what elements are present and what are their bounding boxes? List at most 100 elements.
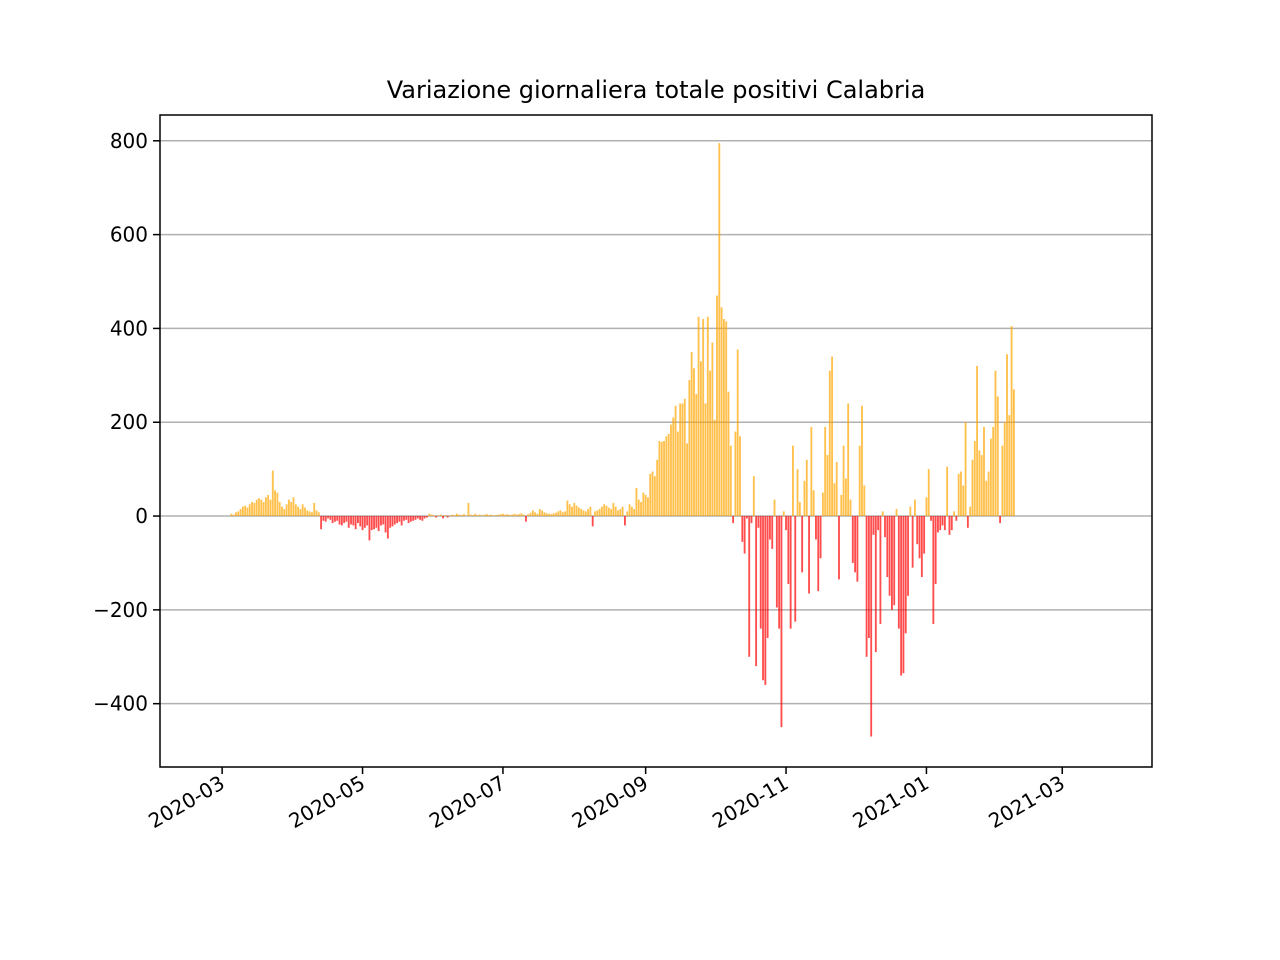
bar bbox=[649, 473, 652, 517]
bar bbox=[831, 356, 833, 517]
bar bbox=[1010, 326, 1013, 517]
bar bbox=[469, 514, 472, 517]
bar bbox=[704, 403, 707, 517]
bar bbox=[414, 516, 417, 520]
bar bbox=[838, 516, 840, 580]
bar bbox=[331, 516, 334, 524]
bar bbox=[412, 516, 415, 521]
bar bbox=[992, 426, 995, 517]
bar bbox=[930, 516, 932, 521]
bar bbox=[923, 516, 926, 554]
bar bbox=[766, 516, 769, 639]
bar bbox=[373, 516, 375, 530]
bar bbox=[957, 473, 960, 517]
bar bbox=[874, 516, 877, 653]
bar bbox=[386, 516, 389, 539]
bar bbox=[934, 516, 937, 585]
bar bbox=[842, 445, 845, 517]
bar bbox=[391, 516, 394, 527]
bar bbox=[398, 516, 401, 522]
bar bbox=[628, 504, 631, 517]
bar bbox=[690, 351, 693, 517]
bar bbox=[393, 516, 396, 525]
bar bbox=[688, 380, 691, 517]
bar bbox=[867, 516, 870, 639]
bar bbox=[499, 514, 502, 517]
bar bbox=[630, 506, 633, 517]
bar bbox=[545, 513, 548, 517]
plot-frame bbox=[159, 114, 1153, 768]
bar bbox=[658, 441, 661, 517]
bar bbox=[764, 516, 767, 685]
bar bbox=[674, 405, 677, 517]
bar bbox=[276, 492, 279, 517]
bar bbox=[893, 516, 896, 606]
bar bbox=[851, 516, 854, 563]
bar bbox=[941, 516, 944, 526]
bar bbox=[559, 510, 562, 517]
bar bbox=[927, 469, 930, 517]
bar bbox=[621, 506, 624, 517]
bar bbox=[283, 509, 286, 517]
bar bbox=[937, 516, 939, 533]
bar bbox=[1006, 354, 1008, 517]
y-tick-label: 600 bbox=[110, 223, 148, 247]
bar bbox=[462, 514, 465, 517]
bar bbox=[571, 506, 573, 517]
bar bbox=[375, 516, 378, 528]
bar bbox=[805, 459, 808, 517]
bar bbox=[771, 516, 774, 549]
bar bbox=[384, 516, 387, 533]
bar bbox=[313, 502, 316, 517]
bar bbox=[453, 515, 456, 517]
bar bbox=[506, 514, 509, 517]
bar bbox=[886, 516, 889, 578]
bar bbox=[960, 471, 962, 517]
bar bbox=[366, 516, 369, 526]
bar bbox=[964, 422, 967, 517]
bar bbox=[594, 511, 596, 517]
bar bbox=[950, 516, 953, 531]
bar bbox=[267, 494, 270, 517]
bar bbox=[274, 490, 276, 517]
bar bbox=[948, 516, 951, 535]
bar bbox=[865, 516, 868, 657]
bar bbox=[750, 516, 753, 524]
bar bbox=[340, 516, 343, 526]
y-tick-label: 0 bbox=[135, 504, 148, 528]
bar bbox=[775, 516, 778, 608]
bar bbox=[338, 516, 341, 525]
bar bbox=[709, 370, 712, 517]
bar bbox=[642, 492, 645, 517]
bar bbox=[1012, 389, 1015, 517]
bar bbox=[264, 497, 267, 517]
bar bbox=[437, 515, 440, 517]
y-axis: 800 600 400 200 0 −200 −400 bbox=[93, 129, 160, 716]
bar bbox=[778, 516, 781, 629]
bar bbox=[485, 514, 488, 517]
bar bbox=[884, 516, 886, 538]
bar bbox=[725, 321, 728, 517]
bar bbox=[821, 492, 824, 517]
bar bbox=[548, 513, 550, 517]
bar bbox=[914, 499, 916, 517]
bar bbox=[780, 516, 783, 728]
bar bbox=[706, 316, 709, 517]
bar bbox=[405, 516, 408, 520]
bar bbox=[465, 515, 468, 517]
bar bbox=[895, 509, 898, 517]
bar bbox=[582, 510, 585, 517]
bar bbox=[656, 459, 659, 517]
bar bbox=[573, 502, 576, 517]
bar bbox=[739, 436, 741, 517]
bar bbox=[435, 516, 438, 518]
bar bbox=[598, 509, 601, 517]
bar bbox=[902, 516, 905, 674]
bar bbox=[474, 513, 477, 517]
bar bbox=[251, 501, 253, 517]
bar bbox=[575, 505, 578, 517]
bar bbox=[306, 510, 309, 517]
bar bbox=[361, 516, 364, 531]
bar bbox=[407, 516, 410, 524]
bar bbox=[239, 509, 242, 517]
